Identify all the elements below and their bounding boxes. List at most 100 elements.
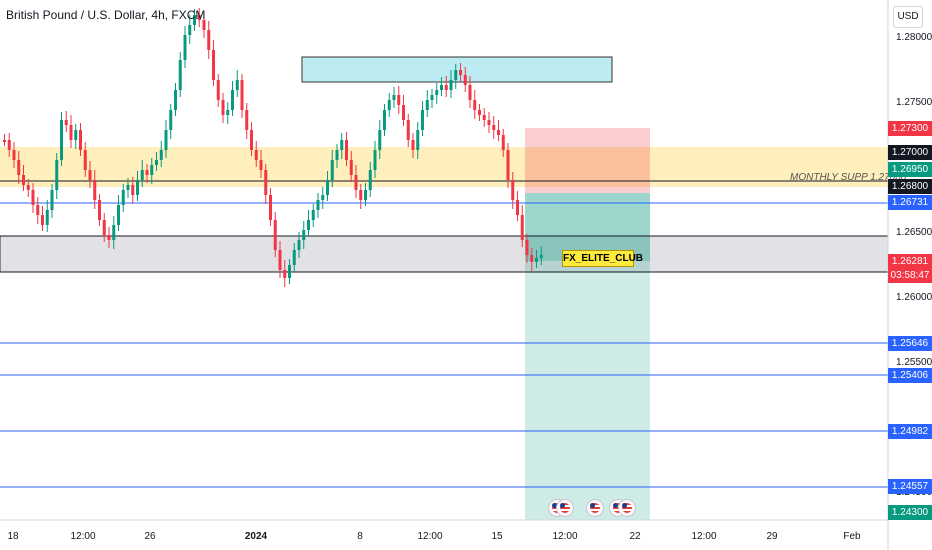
candle-body [411,140,415,150]
candle-body [520,215,524,240]
candle-body [150,165,154,175]
candle-body [321,195,325,200]
candle-body [202,20,206,30]
candle-body [193,15,196,25]
candle-body [60,120,63,160]
candle-body [245,110,249,130]
candle-body [83,150,87,170]
candle-body [183,35,187,60]
take-profit-zone [525,193,650,520]
candle-body [397,95,401,105]
candle-body [359,190,363,200]
candle-body [131,185,135,195]
candle-body [368,170,372,190]
price-tag: 1.24557 [888,479,932,494]
x-tick: 18 [7,531,19,542]
monthly-support-label: MONTHLY SUPP 1.27000 [790,172,907,183]
candle-body [136,180,139,195]
x-tick: 12:00 [70,531,96,542]
candle-body [12,150,16,160]
usd-flag-icon[interactable] [556,499,574,517]
candle-body [112,225,116,240]
y-tick: 1.26000 [896,292,932,303]
candle-body [487,120,491,125]
candle-body [525,240,529,255]
candle-body [74,130,78,140]
candle-body [7,140,11,150]
candle-body [421,110,424,130]
candle-body [264,170,268,195]
watermark-label: FX_ELITE_CLUB [562,250,643,267]
candle-body [354,175,358,190]
candle-body [335,150,339,160]
candle-body [226,110,230,115]
x-tick: 26 [144,531,156,542]
candle-body [216,80,220,100]
price-tag: 1.24300 [888,505,932,520]
currency-button[interactable]: USD [893,6,923,28]
candle-body [511,180,515,200]
candle-body [345,140,348,160]
x-tick: 22 [629,531,641,542]
candle-body [64,120,68,125]
candle-body [307,220,310,230]
x-tick: 8 [357,531,363,542]
price-tag: 1.27000 [888,145,932,160]
x-tick: 12:00 [691,531,717,542]
candle-body [473,100,477,110]
candle-body [482,115,486,120]
candle-body [387,100,391,110]
candle-body [435,90,439,95]
candle-body [88,170,92,180]
candle-body [444,85,448,90]
candle-body [454,70,458,80]
x-tick: 2024 [244,531,268,542]
candle-body [326,180,329,195]
price-tag: 1.26731 [888,195,932,210]
price-tag: 1.27300 [888,121,932,136]
price-tag: 1.25406 [888,368,932,383]
usd-flag-icon[interactable] [618,499,636,517]
x-tick: 12:00 [552,531,578,542]
candle-body [269,195,272,220]
candle-body [259,160,263,170]
candle-body [102,220,106,235]
candle-body [41,215,44,225]
candle-body [240,80,244,110]
candle-body [169,110,173,130]
candle-body [121,190,125,205]
candle-body [349,160,353,175]
candle-body [440,85,443,90]
y-tick: 1.25500 [896,357,932,368]
candle-body [164,130,168,150]
candle-body [93,180,97,200]
candle-body [273,220,277,250]
candle-body [197,15,201,20]
price-tag: 1.26281 [888,254,932,269]
candle-body [126,185,130,190]
candle-body [459,70,462,75]
candle-body [539,255,543,258]
profit-active-zone [525,193,650,261]
candle-body [416,130,420,150]
candle-body [506,150,510,180]
candle-body [231,90,234,110]
usd-flag-icon[interactable] [586,499,604,517]
x-tick: 12:00 [417,531,443,542]
candle-body [188,25,192,35]
candle-body [297,240,301,250]
candle-body [311,210,315,220]
candle-body [478,110,481,115]
candle-body [302,230,306,240]
candle-body [79,130,82,150]
candle-body [22,175,25,185]
countdown-tag: 03:58:47 [888,268,932,283]
candle-body [463,75,467,85]
y-tick: 1.28000 [896,32,932,43]
candlesticks [3,8,543,287]
candle-body [492,125,496,130]
candle-body [392,95,396,100]
candle-body [159,150,163,160]
candle-body [250,130,253,150]
